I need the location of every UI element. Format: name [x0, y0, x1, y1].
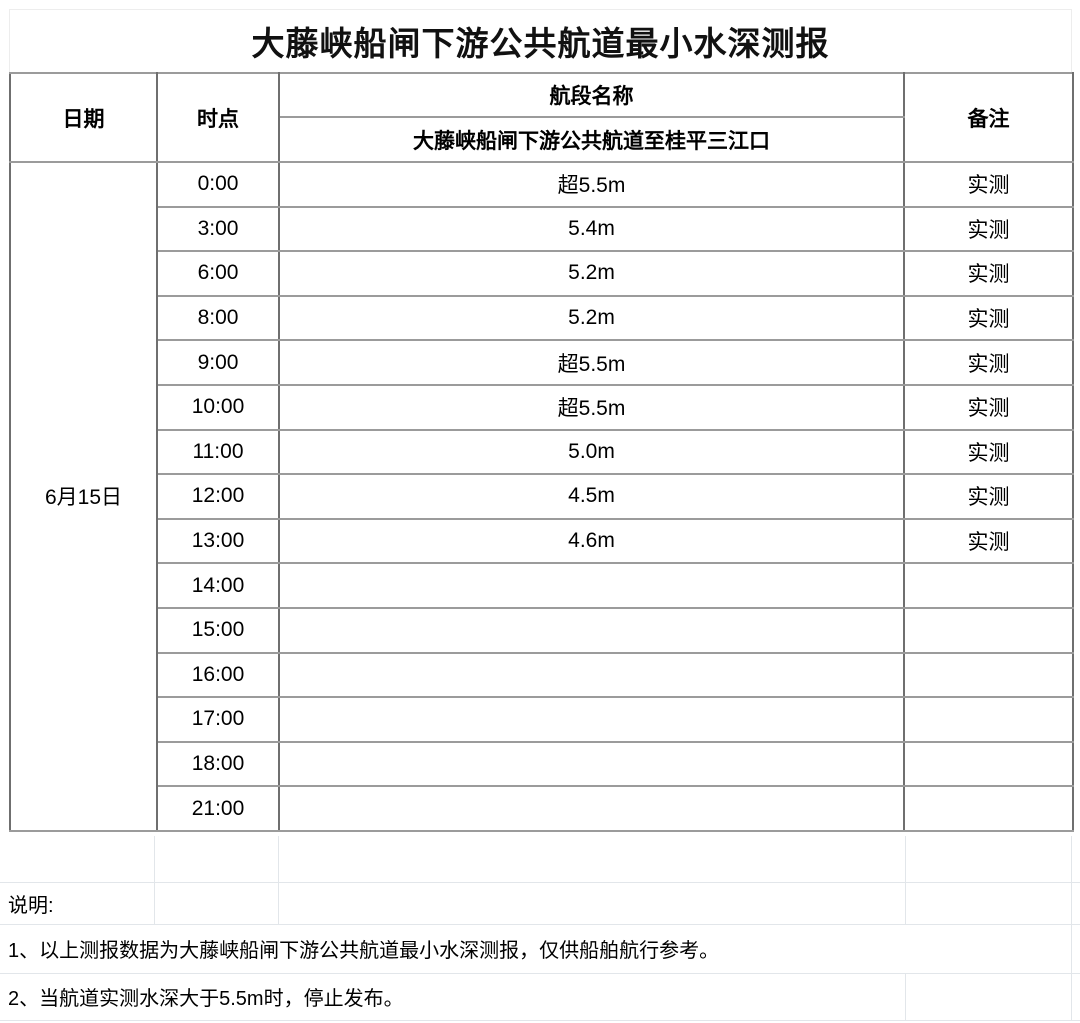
depth-cell: 5.0m — [278, 428, 905, 476]
table-row: 18:00 — [10, 740, 1074, 788]
depth-cell: 超5.5m — [278, 383, 905, 431]
time-cell: 8:00 — [156, 294, 280, 342]
table-row: 15:00 — [10, 606, 1074, 654]
table-row: 17:00 — [10, 696, 1074, 743]
segment-column-header: 航段名称 — [278, 72, 905, 118]
depth-cell: 4.5m — [278, 473, 905, 520]
remark-cell: 实测 — [903, 250, 1074, 297]
depth-cell: 5.2m — [278, 250, 905, 297]
gridline — [905, 836, 906, 924]
table-row: 10:00 超5.5m 实测 — [10, 383, 1074, 431]
depth-cell: 5.4m — [278, 205, 905, 253]
remark-cell: 实测 — [903, 294, 1074, 342]
remark-cell — [903, 740, 1074, 788]
remark-cell — [903, 696, 1074, 743]
gridline — [154, 836, 155, 924]
time-cell: 16:00 — [156, 651, 280, 699]
gridline — [0, 924, 1080, 925]
remark-cell — [903, 562, 1074, 609]
table-row: 9:00 超5.5m 实测 — [10, 339, 1074, 386]
time-cell: 21:00 — [156, 785, 280, 832]
note-item: 1、以上测报数据为大藤峡船闸下游公共航道最小水深测报，仅供船舶航行参考。 — [8, 940, 720, 962]
time-cell: 15:00 — [156, 606, 280, 654]
time-cell: 13:00 — [156, 517, 280, 565]
table-row: 13:00 4.6m 实测 — [10, 517, 1074, 565]
gridline — [278, 836, 279, 924]
depth-cell — [278, 740, 905, 788]
water-depth-table: 日期 时点 航段名称 备注 大藤峡船闸下游公共航道至桂平三江口 6月15日 0:… — [9, 72, 1074, 832]
remark-cell — [903, 651, 1074, 699]
gridline — [0, 1020, 1080, 1021]
page-title: 大藤峡船闸下游公共航道最小水深测报 — [9, 9, 1072, 72]
remark-cell: 实测 — [903, 428, 1074, 476]
note-item: 2、当航道实测水深大于5.5m时，停止发布。 — [8, 988, 404, 1010]
header-row-1: 日期 时点 航段名称 备注 — [9, 72, 1074, 163]
date-column-header: 日期 — [9, 72, 158, 163]
table-row: 3:00 5.4m 实测 — [10, 205, 1074, 253]
depth-cell — [278, 696, 905, 743]
remark-cell: 实测 — [903, 205, 1074, 253]
time-cell: 3:00 — [156, 205, 280, 253]
time-cell: 0:00 — [156, 161, 280, 208]
remark-cell — [903, 785, 1074, 832]
depth-cell: 超5.5m — [278, 161, 905, 208]
depth-cell: 4.6m — [278, 517, 905, 565]
depth-cell — [278, 785, 905, 832]
depth-cell — [278, 651, 905, 699]
time-column-header: 时点 — [156, 72, 280, 163]
time-cell: 14:00 — [156, 562, 280, 609]
gridline — [0, 882, 1080, 883]
time-cell: 12:00 — [156, 473, 280, 520]
header-row-2: 大藤峡船闸下游公共航道至桂平三江口 — [10, 116, 1073, 163]
remark-cell: 实测 — [903, 383, 1074, 431]
remark-column-header: 备注 — [903, 72, 1074, 163]
time-cell: 18:00 — [156, 740, 280, 788]
time-cell: 9:00 — [156, 339, 280, 386]
gridline — [0, 973, 1080, 974]
table-row: 8:00 5.2m 实测 — [10, 294, 1074, 342]
table-row: 12:00 4.5m 实测 — [10, 473, 1074, 520]
table-row: 6月15日 0:00 超5.5m 实测 — [9, 161, 1074, 832]
depth-cell — [278, 606, 905, 654]
time-cell: 10:00 — [156, 383, 280, 431]
remark-cell: 实测 — [903, 473, 1074, 520]
table-row: 21:00 — [10, 785, 1074, 832]
gridline — [905, 973, 906, 1020]
depth-cell: 5.2m — [278, 294, 905, 342]
table-row: 14:00 — [10, 562, 1074, 609]
remark-cell: 实测 — [903, 517, 1074, 565]
depth-cell: 超5.5m — [278, 339, 905, 386]
segment-subheader: 大藤峡船闸下游公共航道至桂平三江口 — [278, 116, 905, 163]
remark-cell: 实测 — [903, 161, 1074, 208]
remark-cell: 实测 — [903, 339, 1074, 386]
notes-label: 说明: — [8, 894, 54, 917]
table-row: 6:00 5.2m 实测 — [10, 250, 1074, 297]
time-cell: 11:00 — [156, 428, 280, 476]
time-cell: 17:00 — [156, 696, 280, 743]
time-cell: 6:00 — [156, 250, 280, 297]
depth-cell — [278, 562, 905, 609]
table-row: 11:00 5.0m 实测 — [10, 428, 1074, 476]
date-cell: 6月15日 — [9, 161, 158, 832]
table-row: 16:00 — [10, 651, 1074, 699]
remark-cell — [903, 606, 1074, 654]
gridline — [1071, 836, 1072, 1020]
